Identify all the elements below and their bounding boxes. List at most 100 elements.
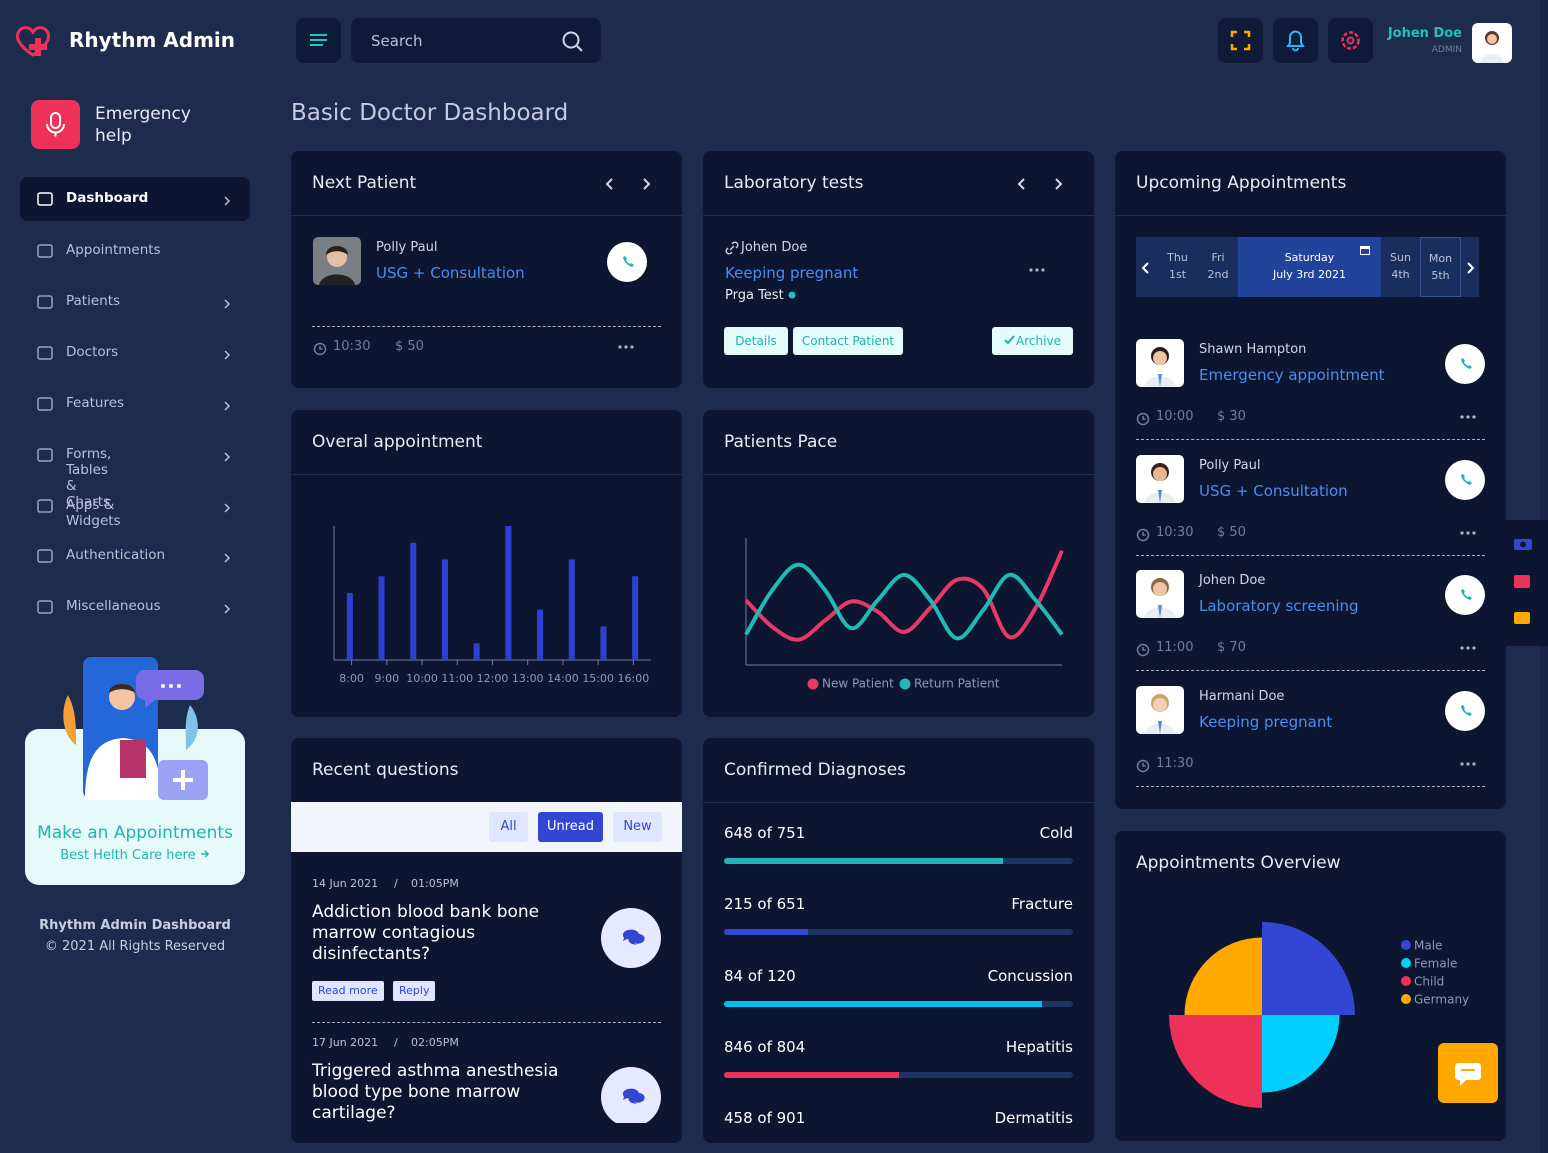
date-cell[interactable]: Sun 4th [1381, 237, 1420, 297]
date-cell[interactable]: Thu 1st [1157, 237, 1198, 297]
next-patient-card: Next Patient Polly Paul USG + Consultati… [291, 151, 682, 388]
date-day: Mon [1428, 252, 1453, 265]
promo-illustration [63, 657, 208, 800]
menu-icon [36, 446, 54, 468]
date-cell[interactable]: Saturday July 3rd 2021 [1238, 237, 1381, 297]
menu-icon [36, 547, 54, 569]
diagnosis-count: 846 of 804 [724, 1037, 806, 1056]
chat-button[interactable] [1438, 1043, 1498, 1103]
prev-date[interactable] [1139, 261, 1153, 275]
call-button[interactable] [1445, 344, 1485, 384]
next-date[interactable] [1463, 261, 1477, 275]
lab-button[interactable]: Archive [992, 327, 1073, 355]
appointment-avatar [1136, 685, 1184, 738]
date-cell[interactable]: Mon 5th [1420, 237, 1461, 297]
diagnosis-name: Fracture [1011, 895, 1073, 914]
card-title: Confirmed Diagnoses [724, 760, 907, 780]
patient-avatar [313, 237, 361, 285]
lab-button-text: Archive [1016, 334, 1061, 348]
card-title: Overal appointment [312, 432, 483, 452]
notification-button[interactable] [1273, 18, 1318, 63]
promo-link[interactable]: Best Helth Care here [25, 848, 245, 863]
test-name: Keeping pregnant [725, 264, 859, 282]
promo-card[interactable]: Make an Appointments Best Helth Care her… [25, 729, 245, 885]
progress-bar [724, 1071, 899, 1078]
reply-bubble[interactable] [601, 908, 661, 968]
filter-button[interactable]: Unread [538, 812, 603, 842]
menu-label[interactable]: Authentication [66, 547, 166, 564]
diagnosis-count: 215 of 651 [724, 895, 806, 914]
card-title: Patients Pace [724, 432, 838, 452]
question-text: Addiction blood bank bone marrow contagi… [312, 902, 540, 964]
more-button[interactable] [1459, 756, 1477, 775]
call-button[interactable] [1445, 690, 1485, 731]
menu-label[interactable]: Doctors [66, 343, 119, 360]
question-action[interactable]: Read more [312, 981, 384, 1001]
card-title: Laboratory tests [724, 173, 864, 193]
menu-icon [36, 497, 54, 519]
appointment-time: 10:00 [1156, 409, 1194, 424]
side-toolbar [1505, 520, 1548, 646]
menu-toggle[interactable] [296, 18, 341, 63]
price: $ 50 [395, 339, 424, 354]
footer-title: Rhythm Admin Dashboard [39, 918, 231, 933]
question-action[interactable]: Reply [393, 981, 436, 1001]
lab-button[interactable]: Contact Patient [793, 327, 903, 355]
menu-icon [36, 242, 54, 264]
more-button[interactable] [1459, 409, 1477, 428]
menu-label[interactable]: Patients [66, 292, 121, 309]
more-button[interactable] [617, 339, 635, 358]
bar-chart-card: Overal appointment [291, 410, 682, 717]
menu-label[interactable]: Forms, Tables & Charts [66, 445, 112, 510]
menu-chevron [222, 600, 232, 619]
divider [312, 326, 661, 327]
brand: Rhythm Admin [69, 28, 236, 52]
divider [1136, 439, 1485, 440]
more-button[interactable] [1459, 525, 1477, 544]
question-separator: / [394, 1036, 398, 1049]
progress-track [724, 1071, 1073, 1078]
menu-label[interactable]: Miscellaneous [66, 598, 161, 615]
call-button[interactable] [1445, 459, 1485, 500]
user-avatar[interactable] [1472, 23, 1512, 63]
pager[interactable] [1016, 177, 1066, 191]
date-date: 4th [1391, 268, 1410, 281]
date-date: 5th [1431, 269, 1450, 282]
menu-label[interactable]: Appointments [66, 242, 161, 258]
reply-bubble[interactable] [601, 1067, 661, 1123]
progress-track [724, 929, 1073, 936]
date-day: Sun [1390, 251, 1411, 264]
card-title: Upcoming Appointments [1136, 173, 1347, 193]
menu-label[interactable]: Apps & Widgets [66, 496, 121, 529]
call-button[interactable] [607, 242, 647, 282]
appointment-name: Shawn Hampton [1199, 342, 1307, 357]
pager[interactable] [604, 177, 654, 191]
clock-icon [1136, 411, 1150, 430]
questions-card: Recent questions All Unread New 14 Jun 202… [291, 738, 682, 1143]
filter-button[interactable]: All [489, 812, 528, 842]
menu-chevron [222, 549, 232, 568]
card-header: Next Patient [291, 151, 682, 216]
menu-label[interactable]: Dashboard [66, 190, 149, 206]
emergency-icon[interactable] [31, 100, 80, 149]
more-button[interactable] [1028, 262, 1046, 281]
appointment-price: $ 30 [1217, 409, 1246, 424]
more-button[interactable] [1459, 640, 1477, 659]
call-button[interactable] [1445, 575, 1485, 615]
date-day: Thu [1167, 251, 1188, 264]
appointment-time: 10:30 [1156, 524, 1194, 540]
search-box[interactable]: Search [351, 18, 601, 63]
date-cell[interactable]: Fri 2nd [1198, 237, 1238, 297]
settings-button[interactable] [1328, 18, 1373, 63]
filter-button[interactable]: New [613, 812, 662, 842]
diagnosis-list: 648 of 751 Cold 215 of 651 Fracture 84 of 12… [703, 803, 1094, 1123]
diagnosis-count: 648 of 751 [724, 824, 806, 842]
clock-icon [1136, 758, 1150, 777]
fullscreen-button[interactable] [1218, 18, 1263, 63]
question-date: 17 Jun 2021 [312, 1036, 379, 1049]
menu-label[interactable]: Features [66, 394, 125, 411]
sample: Prga Test [725, 288, 796, 303]
question-date: 14 Jun 2021 [312, 877, 379, 890]
diagnosis-name: Concussion [987, 966, 1073, 985]
lab-button[interactable]: Details [724, 327, 788, 355]
